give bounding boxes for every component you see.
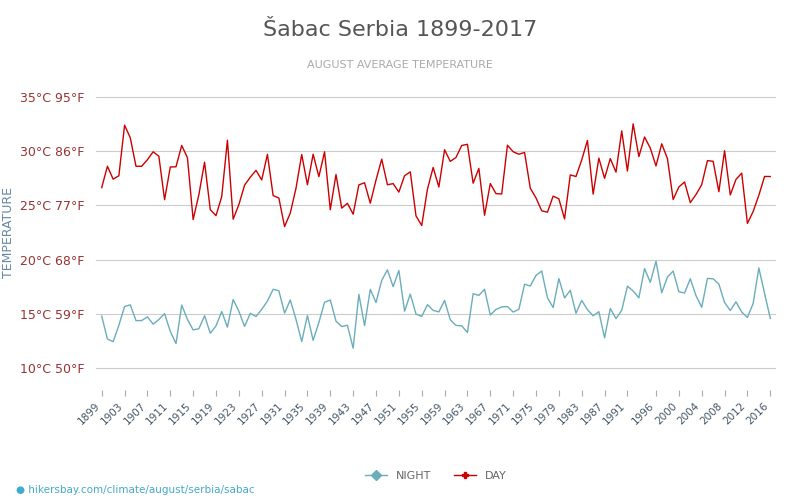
Text: AUGUST AVERAGE TEMPERATURE: AUGUST AVERAGE TEMPERATURE: [307, 60, 493, 70]
Text: ● hikersbay.com/climate/august/serbia/sabac: ● hikersbay.com/climate/august/serbia/sa…: [16, 485, 254, 495]
Y-axis label: TEMPERATURE: TEMPERATURE: [2, 187, 15, 278]
Legend: NIGHT, DAY: NIGHT, DAY: [361, 466, 511, 485]
Text: Šabac Serbia 1899-2017: Šabac Serbia 1899-2017: [263, 20, 537, 40]
